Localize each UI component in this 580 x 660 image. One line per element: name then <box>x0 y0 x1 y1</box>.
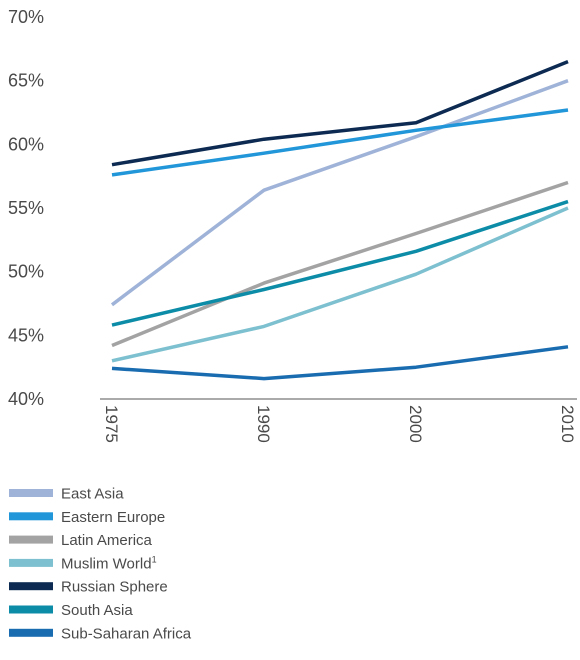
legend-item: South Asia <box>9 602 133 619</box>
y-tick-label: 60% <box>8 134 44 154</box>
x-tick-label: 1990 <box>254 405 273 443</box>
legend-item: Muslim World1 <box>9 554 157 572</box>
legend: East Asia Eastern Europe Latin America Musl… <box>9 486 192 642</box>
legend-footnote-marker: 1 <box>152 554 157 564</box>
y-tick-label: 65% <box>8 71 44 91</box>
x-tick-label: 2010 <box>558 405 577 443</box>
legend-label: East Asia <box>61 486 124 503</box>
series-line-latin-america <box>111 180 569 348</box>
y-axis-labels: 40% 45% 50% 55% 60% 65% 70% <box>8 7 44 409</box>
legend-label: Russian Sphere <box>61 579 168 596</box>
legend-swatch <box>9 489 53 497</box>
legend-label: South Asia <box>61 602 133 619</box>
x-tick-label: 2000 <box>406 405 425 443</box>
x-axis-labels: 1975 1990 2000 2010 <box>102 405 577 443</box>
series-line-south-asia <box>111 199 569 327</box>
y-tick-label: 45% <box>8 325 44 345</box>
legend-label: Sub-Saharan Africa <box>61 625 192 642</box>
series-lines <box>110 59 569 381</box>
legend-swatch <box>9 512 53 521</box>
series-line-east-asia <box>110 79 569 307</box>
y-tick-label: 55% <box>8 198 44 218</box>
y-tick-label: 40% <box>8 389 44 409</box>
y-tick-label: 70% <box>8 7 44 27</box>
legend-item: East Asia <box>9 486 124 503</box>
legend-label: Eastern Europe <box>61 509 165 526</box>
legend-item: Latin America <box>9 532 153 549</box>
legend-swatch <box>9 582 53 591</box>
legend-swatch <box>9 605 53 614</box>
legend-swatch <box>9 558 53 567</box>
legend-item: Russian Sphere <box>9 579 168 596</box>
series-line-muslim-world <box>111 206 569 363</box>
y-tick-label: 50% <box>8 262 44 282</box>
x-tick-label: 1975 <box>102 405 121 443</box>
series-line-russian-sphere <box>111 59 569 167</box>
legend-item: Sub-Saharan Africa <box>9 625 192 642</box>
legend-swatch <box>9 535 53 544</box>
series-line-eastern-europe <box>111 108 569 177</box>
legend-swatch <box>9 628 53 637</box>
legend-label: Latin America <box>61 532 153 549</box>
legend-item: Eastern Europe <box>9 509 165 526</box>
legend-label: Muslim World1 <box>61 554 157 572</box>
series-line-sub-saharan-africa <box>111 345 569 381</box>
